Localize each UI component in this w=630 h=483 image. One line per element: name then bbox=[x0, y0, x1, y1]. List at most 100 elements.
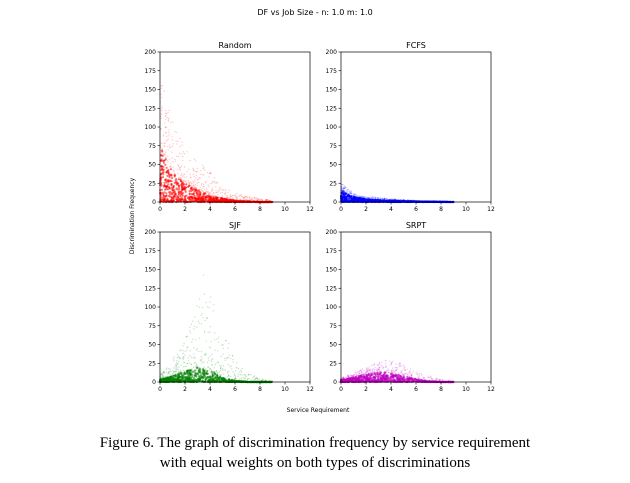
data-point bbox=[233, 195, 235, 197]
data-point bbox=[180, 173, 183, 175]
data-point bbox=[253, 199, 255, 201]
data-point bbox=[176, 363, 179, 365]
data-point bbox=[264, 200, 267, 202]
data-point bbox=[198, 379, 201, 382]
data-point bbox=[226, 376, 228, 378]
data-point bbox=[185, 336, 188, 338]
data-point bbox=[269, 200, 272, 202]
data-point bbox=[213, 303, 215, 306]
data-point bbox=[160, 127, 162, 130]
data-point bbox=[169, 173, 172, 176]
data-point bbox=[192, 173, 194, 176]
data-point bbox=[244, 377, 246, 380]
data-point bbox=[254, 197, 256, 199]
data-point bbox=[239, 198, 241, 200]
data-point bbox=[175, 195, 178, 199]
data-point bbox=[183, 176, 186, 179]
data-point bbox=[167, 119, 170, 121]
data-point bbox=[177, 164, 179, 167]
data-point bbox=[225, 197, 228, 200]
data-point bbox=[182, 366, 185, 368]
data-point bbox=[187, 359, 190, 362]
data-point bbox=[163, 152, 165, 155]
data-point bbox=[196, 326, 198, 329]
data-point bbox=[203, 189, 206, 191]
data-point bbox=[237, 375, 239, 378]
data-point bbox=[237, 196, 239, 198]
data-point bbox=[179, 137, 181, 140]
data-point bbox=[243, 199, 245, 202]
data-point bbox=[207, 184, 209, 186]
data-point bbox=[261, 198, 263, 201]
data-point bbox=[208, 197, 211, 200]
data-point bbox=[166, 376, 169, 379]
data-point bbox=[239, 371, 241, 374]
data-point bbox=[165, 126, 168, 129]
data-point bbox=[203, 293, 206, 295]
data-point bbox=[215, 195, 218, 198]
data-point bbox=[244, 200, 247, 202]
data-point bbox=[194, 378, 197, 381]
data-point bbox=[173, 367, 175, 369]
data-point bbox=[206, 190, 209, 193]
data-point bbox=[189, 355, 191, 357]
data-point bbox=[258, 378, 261, 380]
data-point bbox=[268, 200, 270, 202]
data-point bbox=[346, 190, 348, 192]
data-point bbox=[219, 374, 221, 376]
data-point bbox=[211, 364, 214, 366]
data-point bbox=[201, 306, 204, 309]
data-point bbox=[243, 197, 246, 199]
data-point bbox=[200, 188, 202, 191]
data-point bbox=[189, 349, 192, 352]
data-point bbox=[203, 183, 205, 186]
data-point bbox=[200, 350, 203, 353]
data-point bbox=[176, 367, 178, 369]
data-point bbox=[200, 177, 202, 179]
x-tick-label: 6 bbox=[233, 206, 237, 213]
data-point bbox=[377, 198, 379, 201]
data-point bbox=[179, 145, 181, 148]
data-point bbox=[194, 339, 197, 341]
data-point bbox=[164, 126, 167, 129]
data-point bbox=[195, 177, 197, 179]
data-point bbox=[174, 173, 176, 175]
data-point bbox=[177, 165, 180, 167]
data-point bbox=[210, 340, 212, 343]
y-tick-label: 175 bbox=[326, 68, 338, 75]
data-point bbox=[190, 323, 192, 326]
data-point bbox=[168, 133, 171, 136]
data-point bbox=[194, 356, 196, 358]
data-point bbox=[191, 375, 194, 378]
data-point bbox=[164, 154, 166, 156]
data-point bbox=[255, 377, 257, 379]
data-point bbox=[161, 154, 164, 157]
data-point bbox=[180, 196, 183, 199]
data-point bbox=[225, 377, 227, 379]
data-point bbox=[204, 196, 208, 199]
data-point bbox=[170, 121, 172, 124]
data-point bbox=[167, 135, 169, 137]
data-point bbox=[201, 173, 204, 176]
data-point bbox=[176, 194, 180, 197]
data-point bbox=[181, 141, 183, 143]
data-point bbox=[347, 198, 350, 201]
data-point bbox=[401, 378, 405, 381]
data-point bbox=[163, 141, 166, 144]
data-point bbox=[256, 377, 259, 380]
data-point bbox=[181, 144, 183, 147]
data-point bbox=[163, 377, 166, 380]
data-point bbox=[216, 338, 218, 340]
data-point bbox=[185, 180, 187, 183]
data-point bbox=[168, 109, 170, 112]
data-point bbox=[198, 337, 201, 339]
data-point bbox=[185, 182, 188, 185]
data-point bbox=[347, 190, 350, 192]
x-tick-label: 0 bbox=[339, 206, 343, 213]
data-point bbox=[168, 370, 170, 373]
data-point bbox=[178, 375, 181, 378]
data-point bbox=[219, 196, 221, 199]
data-point bbox=[236, 367, 238, 369]
